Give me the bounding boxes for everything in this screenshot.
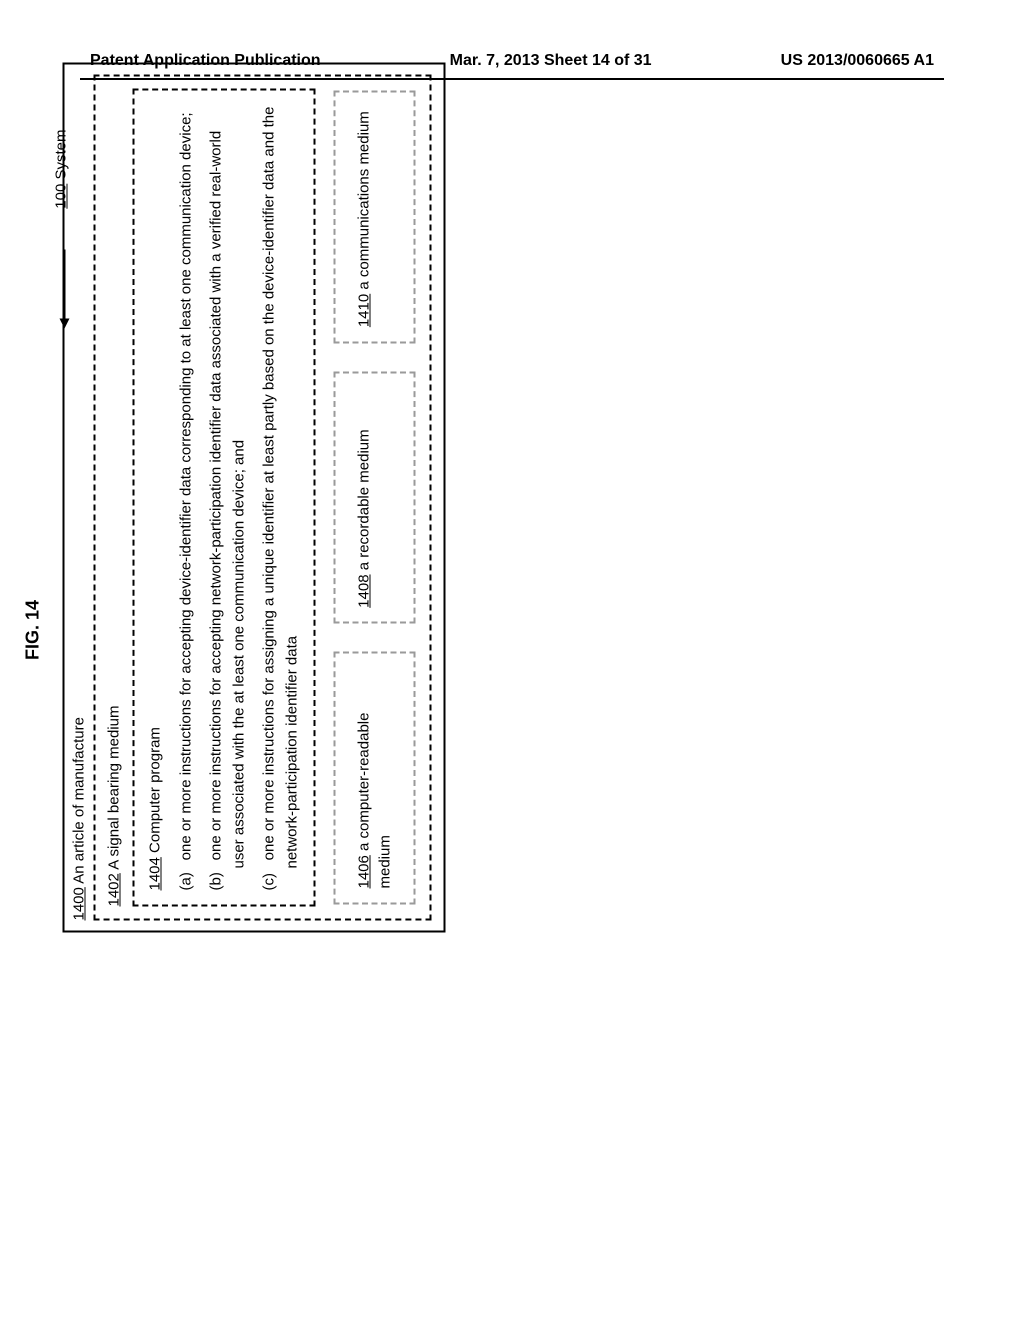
media-ref: 1410 (356, 294, 373, 327)
program-item: (b) one or more instructions for accepti… (206, 105, 251, 891)
item-text: one or more instructions for accepting n… (208, 131, 248, 869)
system-label: 100 System (53, 130, 70, 209)
signal-ref: 1402 (106, 873, 123, 906)
program-label: Computer program (147, 727, 164, 857)
media-computer-readable: 1406 a computer-readable medium (334, 652, 416, 905)
item-prefix: (b) (206, 865, 229, 891)
program-box: 1404 Computer program (a) one or more in… (133, 89, 316, 907)
item-text: one or more instructions for assigning a… (261, 107, 301, 869)
article-ref: 1400 (71, 887, 88, 920)
figure-label: FIG. 14 (23, 600, 44, 660)
program-title: 1404 Computer program (145, 105, 168, 891)
figure-diagram: FIG. 14 100 System 1400 An article of ma… (63, 328, 933, 933)
program-item: (a) one or more instructions for accepti… (175, 105, 198, 891)
article-box: 1400 An article of manufacture 1402 A si… (63, 63, 446, 933)
media-ref: 1406 (356, 855, 373, 888)
item-text: one or more instructions for accepting d… (177, 112, 194, 860)
signal-text: A signal bearing medium (106, 706, 123, 874)
item-prefix: (a) (175, 865, 198, 891)
header-center: Mar. 7, 2013 Sheet 14 of 31 (450, 52, 652, 70)
system-text: System (53, 130, 70, 184)
article-title: 1400 An article of manufacture (71, 75, 88, 921)
system-ref: 100 (53, 184, 70, 209)
signal-title: 1402 A signal bearing medium (106, 89, 123, 907)
media-ref: 1408 (356, 574, 373, 607)
item-prefix: (c) (259, 865, 282, 891)
media-row: 1406 a computer-readable medium 1408 a r… (334, 89, 416, 907)
signal-box: 1402 A signal bearing medium 1404 Comput… (94, 75, 432, 921)
media-text: a communications medium (356, 111, 373, 294)
arrow-icon (65, 250, 66, 320)
program-ref: 1404 (147, 857, 164, 890)
header-right: US 2013/0060665 A1 (781, 52, 934, 70)
media-communications: 1410 a communications medium (334, 90, 416, 343)
media-text: a recordable medium (356, 429, 373, 574)
article-text: An article of manufacture (71, 717, 88, 887)
program-item: (c) one or more instructions for assigni… (259, 105, 304, 891)
media-recordable: 1408 a recordable medium (334, 371, 416, 624)
